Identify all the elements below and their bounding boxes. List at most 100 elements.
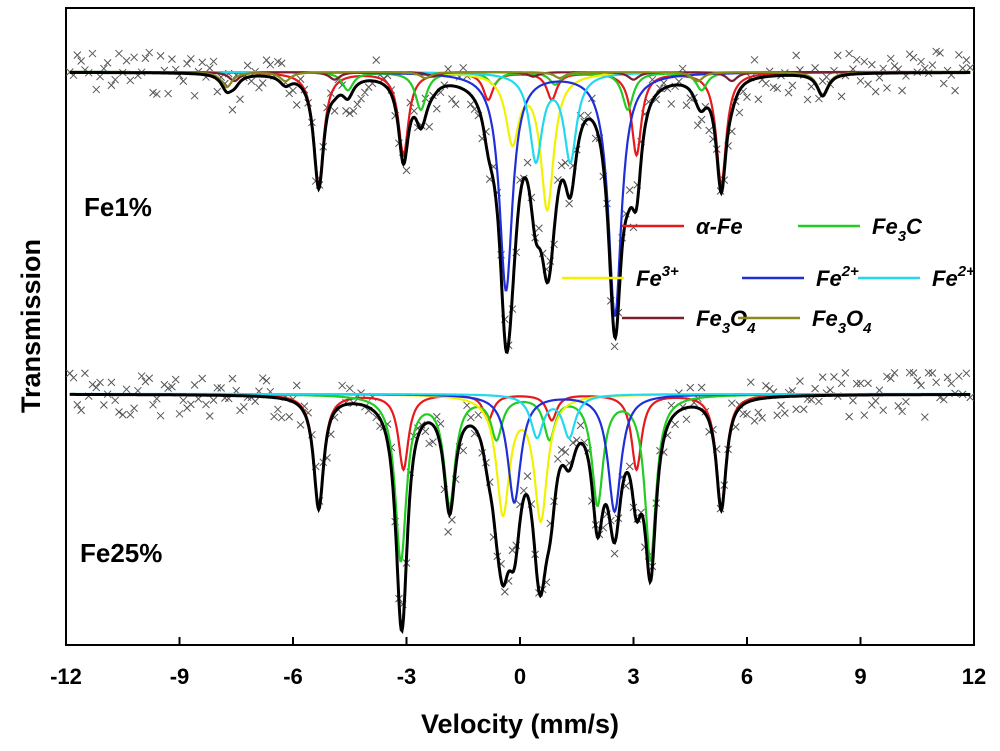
data-point (856, 76, 865, 85)
data-point (466, 413, 475, 422)
data-point (198, 58, 207, 67)
x-tick-label: 9 (854, 664, 866, 689)
data-point (932, 378, 941, 387)
data-point (459, 446, 468, 455)
data-point (111, 75, 120, 84)
data-point (145, 374, 154, 383)
x-tick-label: 3 (627, 664, 639, 689)
data-point (96, 378, 104, 387)
data-point (682, 415, 691, 424)
data-point (625, 186, 634, 194)
data-point (917, 381, 925, 390)
data-point (277, 59, 286, 68)
data-point (909, 369, 918, 377)
data-point (432, 104, 441, 113)
data-point (190, 381, 199, 389)
data-point (228, 105, 237, 114)
data-point (444, 65, 452, 73)
x-tick-label: 12 (962, 664, 986, 689)
legend-label: Fe3O4 (812, 306, 872, 337)
data-point (939, 395, 948, 404)
data-point (811, 64, 819, 72)
data-point (179, 77, 188, 85)
data-point (682, 101, 691, 110)
data-point (81, 369, 89, 378)
data-point (864, 80, 872, 89)
data-point (803, 95, 812, 104)
x-tick-label: 0 (514, 664, 526, 689)
data-point (69, 373, 78, 382)
data-point (209, 396, 218, 405)
data-point (205, 412, 214, 420)
data-point (99, 64, 108, 73)
data-point (557, 161, 566, 170)
data-point (849, 396, 857, 405)
data-point (92, 85, 101, 94)
data-point (773, 84, 782, 93)
data-point (77, 57, 85, 65)
data-point (262, 376, 271, 385)
data-point (557, 446, 566, 454)
panel-label-fe1: Fe1% (84, 192, 152, 222)
data-point (746, 378, 755, 387)
data-point (898, 407, 906, 416)
data-point (156, 52, 165, 60)
data-point (939, 79, 948, 88)
data-point (833, 51, 842, 60)
data-point (576, 421, 585, 430)
data-point (792, 51, 801, 60)
data-point (152, 90, 161, 98)
legend-label: Fe3C (872, 214, 923, 245)
data-point (796, 377, 804, 386)
experimental-points (65, 368, 975, 609)
data-point (777, 401, 785, 410)
data-point (164, 89, 173, 98)
legend-item: Fe2+ (742, 263, 859, 291)
data-point (875, 73, 884, 82)
data-point (943, 373, 952, 382)
data-point (610, 342, 619, 351)
data-point (898, 86, 906, 95)
data-point (917, 57, 925, 66)
data-point (474, 411, 483, 419)
data-point (902, 397, 910, 406)
x-tick-label: -6 (283, 664, 303, 689)
data-point (463, 401, 471, 410)
data-point (448, 95, 456, 103)
data-point (886, 374, 895, 383)
legend-item: Fe3+ (562, 263, 679, 291)
data-point (217, 384, 225, 392)
data-point (553, 455, 562, 463)
data-point (864, 379, 872, 388)
legend: α-Fe Fe3C Fe3+ Fe2+ Fe2+ Fe3O4 Fe3O4 (562, 214, 975, 337)
data-point (799, 405, 808, 414)
legend-label: Fe2+ (816, 263, 859, 291)
data-point (107, 378, 116, 387)
data-point (274, 405, 282, 414)
panel-label-fe25: Fe25% (80, 538, 162, 568)
data-point (962, 369, 971, 378)
data-point (705, 126, 714, 135)
data-point (928, 61, 937, 69)
data-point (879, 406, 888, 415)
data-point (773, 411, 782, 420)
data-point (678, 64, 687, 73)
data-point (830, 373, 838, 381)
data-point (262, 56, 271, 64)
data-point (860, 57, 869, 66)
legend-label: Fe3+ (636, 263, 679, 291)
data-point (410, 107, 418, 115)
data-point (247, 77, 256, 85)
legend-item: Fe3C (798, 214, 923, 245)
data-point (338, 381, 347, 390)
x-axis-title: Velocity (mm/s) (421, 709, 619, 739)
data-point (928, 369, 937, 378)
data-point (909, 53, 918, 62)
data-point (871, 397, 880, 405)
data-point (565, 199, 574, 208)
data-point (402, 166, 411, 175)
data-point (186, 400, 195, 409)
data-point (345, 384, 354, 393)
data-point (213, 87, 222, 96)
legend-label: Fe3O4 (696, 306, 756, 337)
